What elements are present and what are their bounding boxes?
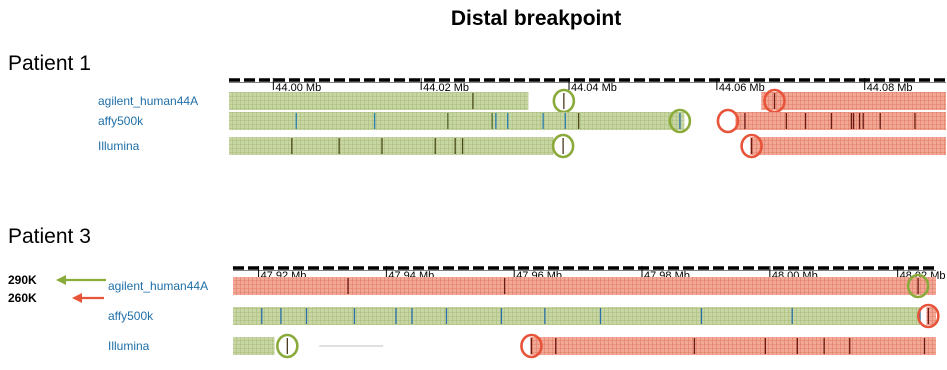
axis-tick-label: 44.00 Mb [275,82,321,94]
patient-3-panel: Patient 3 47.92 Mb 47.94 Mb 47.96 Mb 47.98 … [8,225,946,359]
patient-3-count-markers: 290K 260K [8,273,106,305]
first-deleted-probe-circle [520,333,543,359]
track-label: affy500k [98,114,144,128]
normal-copy-segment [229,112,685,130]
track-label: agilent_human44A [108,279,208,293]
probe-count-label: 290K [8,273,37,287]
last-normal-probe-circle [906,273,930,299]
first-deleted-probe-circle [740,133,763,159]
deleted-segment [233,277,936,295]
deleted-segment [761,92,946,110]
pointer-arrow-head [72,293,82,303]
patient-1-axis: 44.00 Mb 44.02 Mb 44.04 Mb 44.06 Mb 44.08 Mb [229,78,946,94]
last-normal-probe-circle [668,108,692,134]
deleted-segment [530,337,936,355]
axis-tick-label: 44.02 Mb [423,82,469,94]
last-normal-probe-circle [551,133,575,159]
normal-copy-segment [229,137,554,155]
deleted-segment [750,137,946,155]
patient-1-tracks: agilent_human44A affy500k Illumina [98,88,946,159]
figure-title: Distal breakpoint [451,7,621,30]
track-label: Illumina [98,139,140,153]
deleted-segment [926,307,936,325]
normal-copy-segment [233,337,275,355]
first-deleted-probe-circle [917,303,940,329]
track-label: agilent_human44A [98,94,198,108]
axis-tick-label: 44.04 Mb [571,82,617,94]
last-normal-probe-circle [276,333,299,359]
patient-1-label: Patient 1 [8,52,91,75]
normal-copy-segment [229,92,529,110]
track-label: Illumina [108,339,150,353]
patient-1-panel: Patient 1 44.00 Mb 44.02 Mb 44.04 Mb 44.06 … [8,52,946,159]
first-deleted-probe-circle [716,108,740,134]
normal-copy-segment [233,307,921,325]
probe-count-label: 260K [8,291,37,305]
axis-tick-label: 44.06 Mb [719,82,765,94]
patient-3-label: Patient 3 [8,225,91,248]
track-label: affy500k [108,309,154,323]
deleted-segment [735,112,946,130]
patient-3-tracks: agilent_human44A affy500k Illumina [108,273,940,359]
pointer-arrow-head [56,275,66,285]
axis-tick-label: 44.08 Mb [867,82,913,94]
